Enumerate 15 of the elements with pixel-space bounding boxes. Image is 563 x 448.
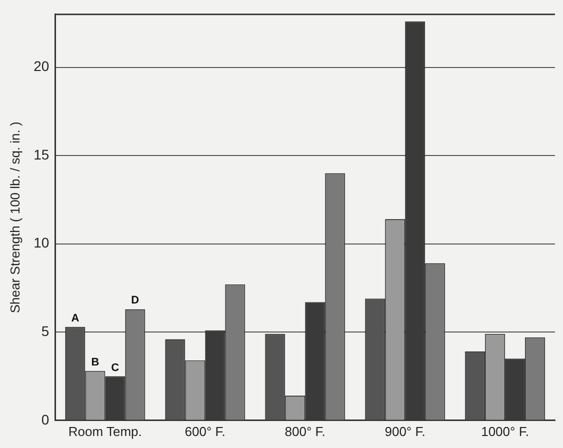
x-tick-label: 600° F. xyxy=(184,424,226,439)
y-tick-label: 0 xyxy=(41,411,50,428)
series-label: C xyxy=(111,362,120,374)
x-tick-label: 800° F. xyxy=(284,424,326,439)
series-label: A xyxy=(71,312,80,324)
y-tick-label: 20 xyxy=(34,58,50,74)
y-tick-label: 10 xyxy=(34,234,50,251)
x-tick-label: 1000° F. xyxy=(481,424,529,439)
x-tick-label: 900° F. xyxy=(384,424,426,439)
x-tick-label: Room Temp. xyxy=(68,424,142,439)
y-tick-label: 5 xyxy=(41,323,50,339)
y-axis-title: Shear Strength ( 100 lb. / sq. in. ) xyxy=(7,122,22,314)
y-tick-label: 15 xyxy=(34,146,50,162)
series-label: B xyxy=(91,356,100,369)
series-label: D xyxy=(131,294,140,307)
